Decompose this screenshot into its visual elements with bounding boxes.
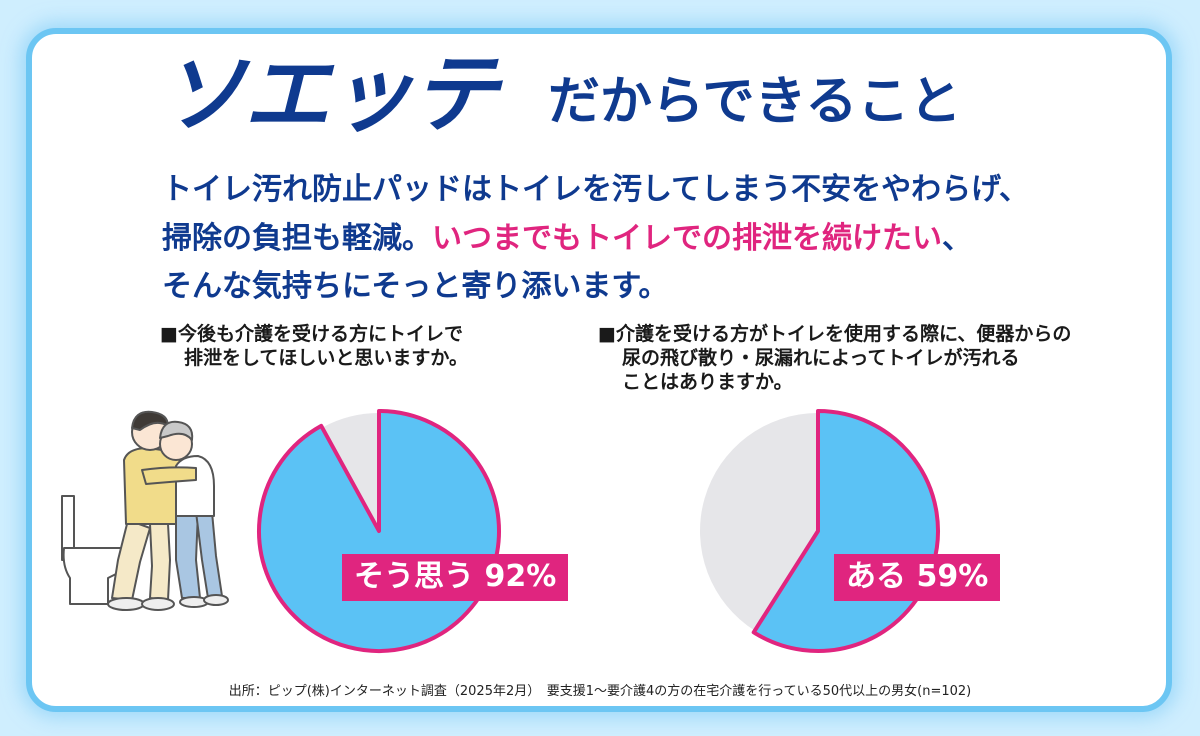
question-1-line-1: ■今後も介護を受ける方にトイレで xyxy=(160,323,463,345)
source-note: 出所：ピップ(株)インターネット調査（2025年2月） 要支援1～要介護4の方の… xyxy=(228,684,972,699)
lead-line-2-tail: 、 xyxy=(942,221,972,256)
pie-2-callout: ある 59% xyxy=(834,554,1001,601)
question-2-line-2: 尿の飛び散り・尿漏れによってトイレが汚れる xyxy=(622,347,1020,369)
lead-line-2-plain: 掃除の負担も軽減。 xyxy=(162,221,432,256)
lead-line-1: トイレ汚れ防止パッドはトイレを汚してしまう不安をやわらげ、 xyxy=(162,172,1029,207)
question-1-line-2: 排泄をしてほしいと思いますか。 xyxy=(184,347,469,369)
question-2-line-1: ■介護を受ける方がトイレを使用する際に、便器からの xyxy=(598,323,1072,345)
pie-chart-1 xyxy=(257,409,501,653)
caregiver-helping-to-toilet-illustration xyxy=(61,410,229,611)
headline: だからできること xyxy=(548,72,962,132)
lead-highlight: いつまでもトイレでの排泄を続けたい xyxy=(432,221,942,256)
lead-line-3: そんな気持ちにそっと寄り添います。 xyxy=(162,269,669,304)
pie-chart-2 xyxy=(700,409,940,653)
brand-logo: ソエッテ xyxy=(160,45,498,145)
question-2: ■介護を受ける方がトイレを使用する際に、便器からの 尿の飛び散り・尿漏れによって… xyxy=(598,322,1071,394)
question-2-line-3: ことはありますか。 xyxy=(622,371,793,393)
question-1: ■今後も介護を受ける方にトイレで 排泄をしてほしいと思いますか。 xyxy=(160,322,468,370)
pie-1-callout: そう思う 92% xyxy=(342,554,569,601)
lead-line-2: 掃除の負担も軽減。いつまでもトイレでの排泄を続けたい、 xyxy=(162,224,972,254)
pie-1-slice-sou-omou xyxy=(257,409,501,653)
